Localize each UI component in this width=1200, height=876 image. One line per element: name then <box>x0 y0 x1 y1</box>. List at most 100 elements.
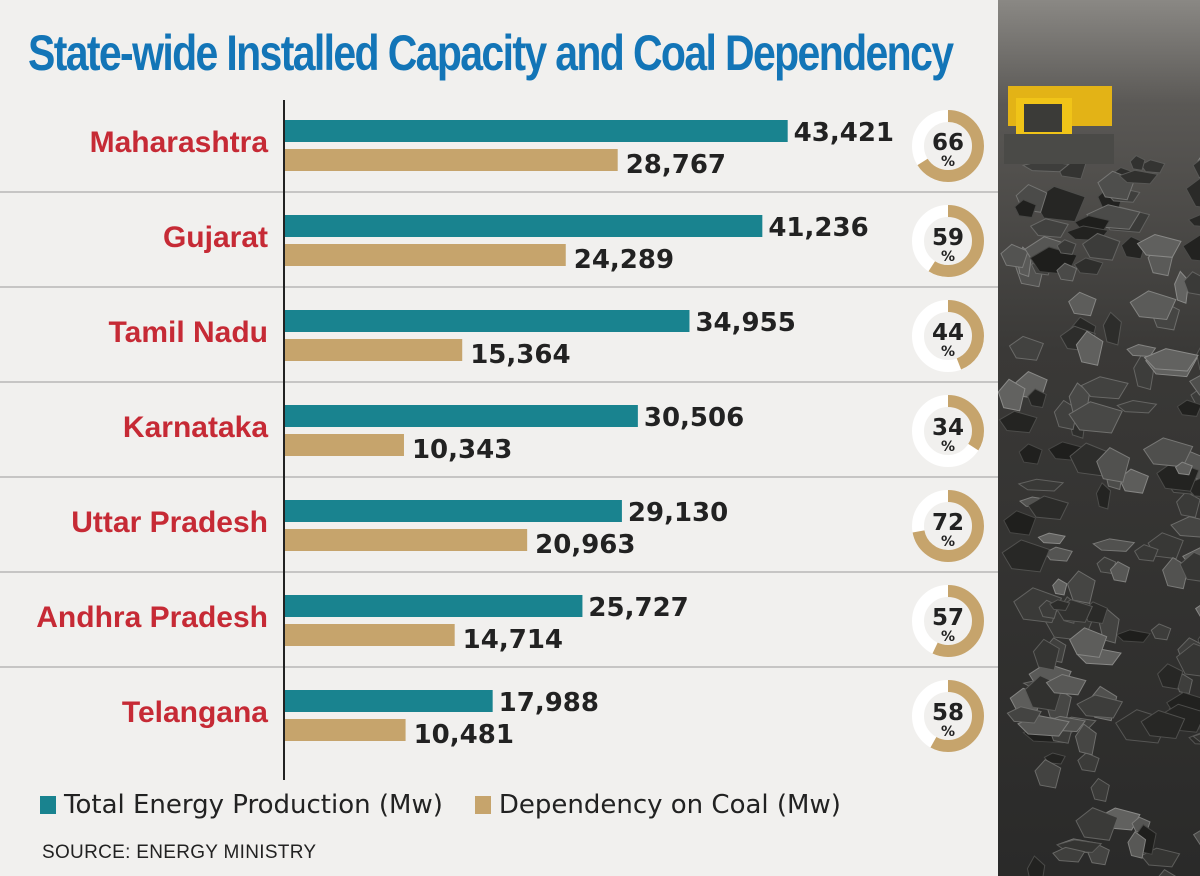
coal-rock <box>1017 478 1065 492</box>
ring-coal-share <box>912 680 984 752</box>
coal-rock <box>1001 539 1051 573</box>
coal-rock <box>1158 869 1177 876</box>
coal-mine-photo <box>998 0 1200 876</box>
coal-rock <box>1092 538 1136 552</box>
coal-rock <box>1192 159 1200 178</box>
coal-rock <box>1026 855 1046 876</box>
coal-rock <box>1027 388 1047 409</box>
coal-rock <box>1140 159 1166 174</box>
coal-rock <box>1116 400 1158 414</box>
coal-rock <box>1014 199 1037 219</box>
percent-value: 34 <box>932 415 964 441</box>
bar-coal <box>284 149 618 171</box>
coal-rock <box>1185 177 1200 208</box>
bar-total <box>284 595 583 617</box>
value-label-coal: 10,343 <box>412 435 512 465</box>
coal-rock <box>1192 733 1200 743</box>
bar-coal <box>284 529 528 551</box>
percent-sign: % <box>941 439 955 455</box>
value-label-coal: 15,364 <box>470 340 570 370</box>
coal-rock <box>1045 673 1087 696</box>
legend-label-total: Total Energy Production (Mw) <box>64 790 443 820</box>
coal-rock <box>1008 335 1044 361</box>
percent-value: 72 <box>932 510 964 536</box>
coal-rock <box>1073 257 1104 276</box>
value-label-total: 25,727 <box>588 593 688 623</box>
coal-rock <box>1118 468 1149 494</box>
percent-sign: % <box>941 724 955 740</box>
value-label-coal: 14,714 <box>463 625 563 655</box>
coal-rock <box>1096 447 1131 483</box>
bar-total <box>284 500 622 522</box>
bar-coal <box>284 719 406 741</box>
category-label: Telangana <box>122 696 268 729</box>
value-label-total: 34,955 <box>695 308 795 338</box>
coal-rock <box>1052 846 1086 863</box>
coal-rock <box>1140 709 1186 739</box>
percent-value: 59 <box>932 225 964 251</box>
legend-label-coal: Dependency on Coal (Mw) <box>498 790 841 820</box>
percent-sign: % <box>941 249 955 265</box>
coal-rock <box>1056 239 1077 255</box>
legend-swatch-coal <box>474 796 491 814</box>
value-label-total: 30,506 <box>644 403 744 433</box>
coal-rock <box>1075 807 1119 841</box>
coal-rock <box>1068 401 1123 434</box>
bar-coal <box>284 434 404 456</box>
bar-coal <box>284 624 455 646</box>
ring-coal-share <box>912 395 984 467</box>
coal-rock <box>998 378 1026 412</box>
coal-rock <box>1109 561 1130 583</box>
ring-coal-share <box>912 490 984 562</box>
bar-chart: Maharashtra 43,421 28,767 66% Gujarat 41,236 2… <box>0 100 998 780</box>
category-label: Tamil Nadu <box>109 316 268 349</box>
ring-coal-share <box>912 585 984 657</box>
category-label: Gujarat <box>163 221 268 254</box>
percent-value: 66 <box>932 130 964 156</box>
coal-rock <box>1044 546 1073 562</box>
value-label-coal: 28,767 <box>626 150 726 180</box>
bar-total <box>284 215 763 237</box>
coal-rock <box>1136 233 1182 258</box>
legend-item-coal: Dependency on Coal (Mw) <box>474 790 841 820</box>
value-label-coal: 24,289 <box>574 245 674 275</box>
coal-rock <box>1090 777 1110 802</box>
coal-rock <box>1018 443 1043 465</box>
percent-value: 44 <box>932 320 964 346</box>
coal-rock <box>1029 218 1069 238</box>
coal-rock <box>1150 623 1172 641</box>
coal-rock <box>1049 599 1071 611</box>
percent-sign: % <box>941 534 955 550</box>
coal-rock <box>1034 758 1062 789</box>
coal-rock <box>1082 232 1121 261</box>
coal-rock <box>1037 532 1066 545</box>
coal-rock <box>1192 830 1200 846</box>
coal-rock <box>1182 234 1200 262</box>
excavator-icon <box>1004 86 1114 164</box>
coal-rock <box>1143 348 1199 372</box>
value-label-total: 29,130 <box>628 498 728 528</box>
ring-coal-share <box>912 300 984 372</box>
percent-sign: % <box>941 154 955 170</box>
category-label: Maharashtra <box>90 126 269 159</box>
coal-rock <box>1075 330 1104 366</box>
coal-rock <box>1183 271 1200 296</box>
coal-rock <box>1032 638 1060 671</box>
legend-item-total: Total Energy Production (Mw) <box>40 790 443 820</box>
coal-rock <box>1126 344 1157 358</box>
coal-rock <box>1095 482 1112 510</box>
coal-rock <box>1066 570 1096 604</box>
coal-rock <box>1006 706 1042 724</box>
bar-coal <box>284 339 463 361</box>
percent-sign: % <box>941 629 955 645</box>
coal-rock <box>1102 311 1122 346</box>
bar-total <box>284 690 493 712</box>
coal-rock <box>1176 399 1200 417</box>
coal-rock <box>1189 375 1200 396</box>
percent-value: 58 <box>932 700 964 726</box>
coal-rock <box>1175 642 1200 677</box>
ring-coal-share <box>912 205 984 277</box>
coal-rock <box>1179 551 1200 582</box>
coal-rock <box>1076 694 1124 719</box>
coal-rock <box>998 410 1038 434</box>
